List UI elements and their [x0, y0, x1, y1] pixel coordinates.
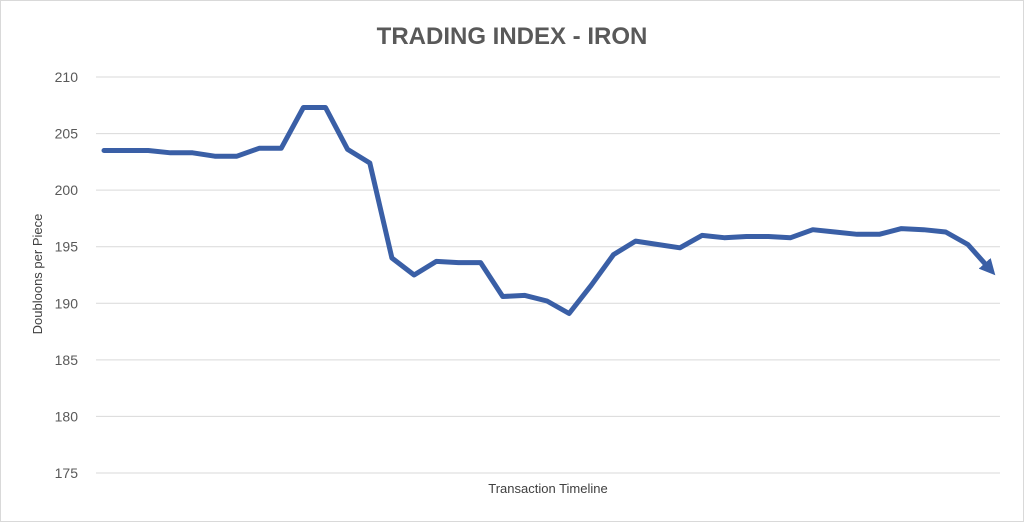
y-tick-label: 200: [55, 182, 79, 198]
y-tick-label: 180: [55, 408, 79, 424]
y-tick-labels: 175 180 185 190 195 200 205 210: [55, 69, 79, 481]
x-axis-label: Transaction Timeline: [488, 481, 607, 496]
series-group: [101, 105, 996, 316]
gridlines: [96, 76, 1000, 474]
y-axis-label: Doubloons per Piece: [30, 214, 45, 335]
y-tick-label: 185: [55, 352, 79, 368]
y-tick-label: 210: [55, 69, 79, 85]
y-tick-label: 205: [55, 126, 79, 142]
series-line: [101, 105, 996, 316]
y-tick-label: 175: [55, 465, 79, 481]
chart-title: TRADING INDEX - IRON: [377, 23, 648, 50]
y-tick-label: 195: [55, 239, 79, 255]
y-tick-label: 190: [55, 295, 79, 311]
